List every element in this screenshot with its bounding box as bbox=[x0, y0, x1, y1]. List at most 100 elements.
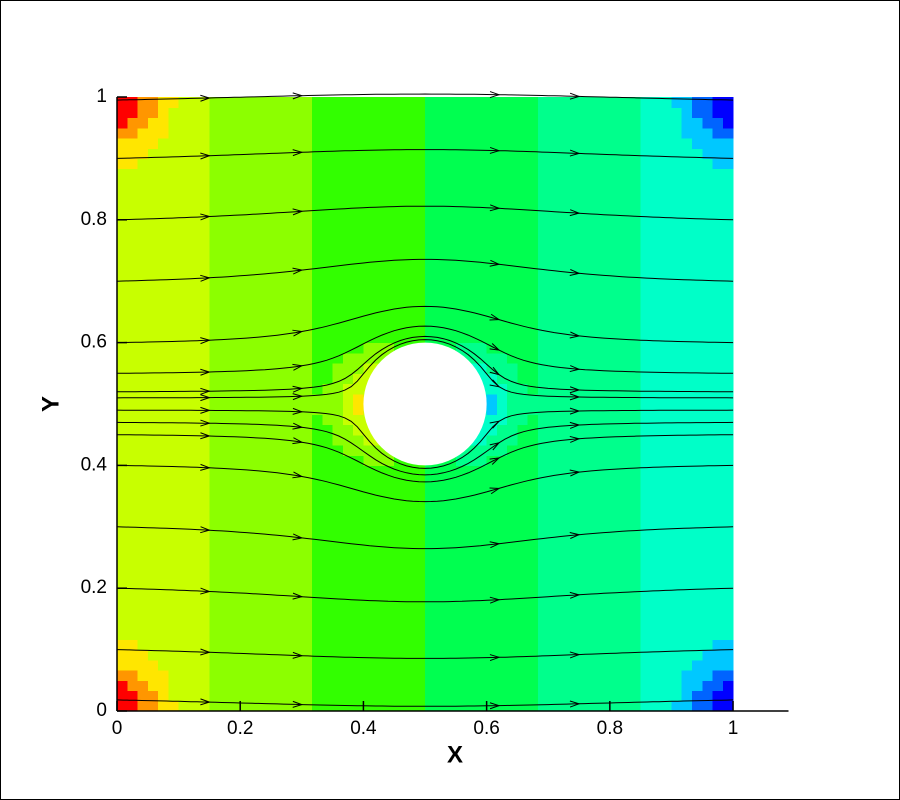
contour-cell bbox=[589, 598, 601, 610]
contour-cell bbox=[558, 322, 570, 333]
contour-cell bbox=[373, 107, 385, 119]
contour-cell bbox=[537, 393, 549, 405]
contour-cell bbox=[147, 363, 159, 374]
contour-cell bbox=[301, 557, 313, 569]
contour-cell bbox=[332, 270, 344, 282]
contour-cell bbox=[271, 670, 282, 681]
contour-cell bbox=[394, 250, 406, 262]
contour-cell bbox=[435, 107, 447, 119]
contour-cell bbox=[691, 537, 703, 548]
contour-cell bbox=[609, 230, 621, 241]
contour-cell bbox=[548, 373, 560, 385]
contour-cell bbox=[260, 700, 272, 712]
contour-cell bbox=[712, 485, 724, 497]
contour-cell bbox=[722, 639, 734, 651]
streamline bbox=[116, 149, 734, 159]
contour-cell bbox=[312, 230, 323, 241]
contour-cell bbox=[199, 567, 211, 579]
contour-cell bbox=[373, 270, 385, 282]
contour-cell bbox=[158, 383, 169, 395]
contour-cell bbox=[394, 475, 406, 487]
contour-cell bbox=[558, 107, 570, 119]
contour-cell bbox=[240, 598, 252, 610]
contour-cell bbox=[260, 158, 272, 170]
contour-cell bbox=[537, 311, 549, 323]
contour-cell bbox=[147, 496, 159, 507]
contour-cell bbox=[712, 363, 724, 374]
contour-cell bbox=[548, 608, 560, 620]
contour-cell bbox=[271, 444, 282, 456]
contour-cell bbox=[240, 577, 252, 589]
contour-cell bbox=[209, 629, 221, 640]
contour-cell bbox=[229, 117, 241, 129]
contour-cell bbox=[445, 199, 457, 211]
contour-cell bbox=[260, 301, 272, 313]
contour-cell bbox=[702, 373, 714, 385]
contour-cell bbox=[466, 526, 477, 538]
contour-cell bbox=[496, 117, 508, 129]
contour-cell bbox=[188, 496, 200, 507]
contour-cell bbox=[394, 649, 406, 661]
contour-cell bbox=[455, 588, 467, 600]
contour-cell bbox=[445, 291, 457, 303]
contour-cell bbox=[661, 301, 673, 313]
contour-cell bbox=[322, 383, 334, 395]
contour-cell bbox=[147, 526, 159, 538]
contour-cell bbox=[671, 373, 683, 385]
contour-cell bbox=[188, 107, 200, 119]
contour-cell bbox=[466, 537, 477, 548]
contour-cell bbox=[435, 670, 447, 681]
contour-cell bbox=[158, 199, 169, 211]
contour-cell bbox=[620, 322, 631, 333]
contour-cell bbox=[496, 424, 508, 436]
contour-cell bbox=[281, 373, 293, 385]
contour-cell bbox=[312, 281, 323, 293]
contour-cell bbox=[445, 240, 457, 252]
contour-cell bbox=[568, 537, 580, 548]
contour-cell bbox=[394, 547, 406, 559]
contour-cell bbox=[702, 127, 714, 139]
contour-cell bbox=[240, 496, 252, 507]
contour-cell bbox=[363, 680, 375, 692]
contour-cell bbox=[630, 199, 642, 211]
contour-cell bbox=[589, 444, 601, 456]
contour-cell bbox=[229, 168, 241, 180]
contour-cell bbox=[312, 516, 323, 528]
contour-cell bbox=[671, 608, 683, 620]
contour-cell bbox=[209, 557, 221, 569]
contour-cell bbox=[599, 700, 611, 712]
contour-cell bbox=[476, 342, 488, 354]
contour-cell bbox=[517, 485, 529, 497]
contour-cell bbox=[476, 281, 488, 293]
contour-cell bbox=[322, 547, 334, 559]
contour-cell bbox=[219, 332, 231, 344]
contour-cell bbox=[630, 465, 642, 477]
contour-cell bbox=[445, 639, 457, 651]
contour-cell bbox=[219, 485, 231, 497]
contour-cell bbox=[209, 189, 221, 200]
contour-cell bbox=[414, 281, 426, 293]
contour-cell bbox=[363, 618, 375, 630]
contour-cell bbox=[404, 680, 416, 692]
contour-cell bbox=[229, 148, 241, 159]
contour-cell bbox=[630, 393, 642, 405]
contour-cell bbox=[342, 383, 354, 395]
contour-cell bbox=[661, 577, 673, 589]
contour-cell bbox=[496, 209, 508, 221]
contour-cell bbox=[168, 209, 180, 221]
contour-cell bbox=[640, 240, 652, 252]
contour-cell bbox=[425, 659, 436, 671]
contour-cell bbox=[147, 567, 159, 579]
contour-cell bbox=[640, 168, 652, 180]
contour-cell bbox=[414, 137, 426, 149]
contour-cell bbox=[158, 506, 169, 518]
contour-cell bbox=[722, 168, 734, 180]
contour-cell bbox=[260, 404, 272, 415]
contour-cell bbox=[188, 690, 200, 702]
contour-cell bbox=[589, 404, 601, 415]
contour-cell bbox=[291, 598, 303, 610]
contour-cell bbox=[445, 680, 457, 692]
contour-cell bbox=[640, 342, 652, 354]
contour-cell bbox=[527, 178, 539, 190]
contour-cell bbox=[127, 332, 139, 344]
